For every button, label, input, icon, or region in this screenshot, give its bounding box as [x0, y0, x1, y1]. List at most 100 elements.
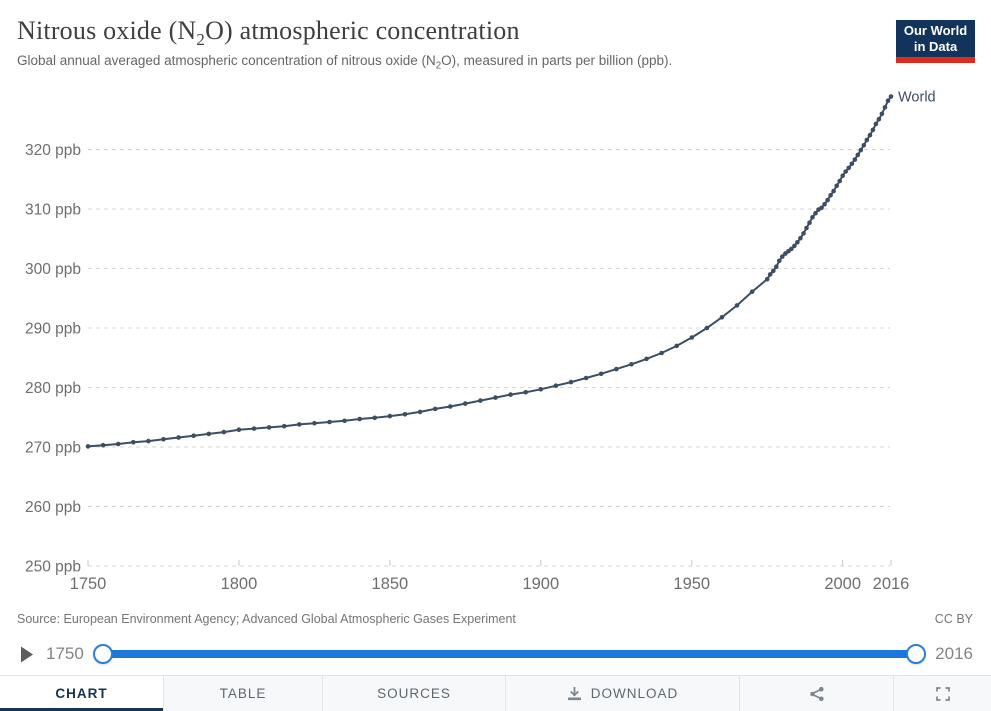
data-point	[614, 366, 619, 372]
data-point	[493, 395, 498, 400]
title-subscript: 2	[196, 30, 206, 50]
tab-sources[interactable]: SOURCES	[322, 676, 505, 711]
data-point	[402, 412, 408, 417]
y-axis-tick-label: 280 ppb	[25, 380, 81, 397]
data-point	[432, 406, 438, 412]
data-point	[251, 426, 257, 431]
data-point	[598, 371, 604, 377]
data-point	[281, 423, 287, 429]
footer-tabs: CHART TABLE SOURCES DOWNLOAD	[0, 675, 991, 711]
data-line	[87, 95, 892, 448]
share-button[interactable]	[739, 676, 893, 711]
data-point	[774, 264, 779, 270]
tab-table[interactable]: TABLE	[163, 676, 322, 711]
data-point	[674, 343, 679, 349]
x-axis-tick-label: 1900	[522, 575, 559, 593]
data-point	[463, 401, 468, 406]
data-point	[767, 272, 773, 277]
data-point	[837, 178, 842, 184]
data-point	[553, 383, 559, 389]
data-point	[85, 444, 91, 449]
data-point	[807, 220, 812, 225]
data-point	[176, 435, 181, 440]
data-point	[885, 98, 891, 103]
data-point	[801, 231, 806, 236]
data-point	[100, 442, 106, 448]
data-point	[206, 431, 212, 437]
timeline-handle-end[interactable]	[906, 644, 927, 664]
data-point	[357, 416, 363, 422]
data-point	[538, 387, 544, 392]
data-point	[266, 425, 272, 430]
data-point	[644, 356, 649, 362]
chart-plot[interactable]: 250 ppb 260 ppb 270 ppb 280 ppb 290 ppb 300 p…	[0, 0, 991, 610]
data-point	[813, 210, 818, 216]
y-axis-tick-label: 260 ppb	[25, 499, 81, 516]
data-point	[867, 132, 873, 138]
data-point	[161, 437, 166, 442]
subtitle-text-2: O), measured in parts per billion (ppb).	[441, 53, 673, 68]
data-point	[191, 433, 196, 439]
data-point	[804, 225, 809, 231]
data-point	[342, 418, 347, 424]
data-point	[297, 422, 302, 427]
data-point	[568, 379, 574, 385]
data-point	[840, 173, 845, 178]
data-point	[822, 201, 827, 207]
data-point	[764, 276, 770, 282]
data-point	[819, 205, 824, 211]
fullscreen-button[interactable]	[893, 676, 991, 711]
license-link[interactable]: CC BY	[934, 612, 973, 626]
data-point	[327, 419, 332, 425]
tab-chart-label: CHART	[55, 686, 108, 701]
timeline-slider[interactable]	[92, 644, 927, 664]
timeline-track[interactable]	[101, 650, 918, 658]
data-point	[387, 413, 393, 419]
tab-table-label: TABLE	[219, 686, 267, 701]
data-point	[780, 254, 785, 259]
x-axis-tick-label: 2016	[873, 575, 910, 593]
x-axis-tick-label: 1800	[221, 575, 258, 593]
tab-download[interactable]: DOWNLOAD	[505, 676, 739, 711]
timeline-handle-start[interactable]	[92, 644, 113, 664]
data-point	[777, 258, 782, 264]
series-end-label: World	[898, 90, 936, 106]
data-point	[629, 362, 634, 367]
data-point	[523, 390, 528, 395]
subtitle-subscript: 2	[435, 60, 442, 72]
data-point	[448, 404, 453, 409]
data-point	[583, 375, 589, 381]
y-axis-tick-label: 270 ppb	[25, 440, 81, 457]
data-point	[861, 143, 867, 148]
tab-chart[interactable]: CHART	[0, 676, 163, 711]
data-point	[372, 415, 378, 421]
y-axis-tick-label: 300 ppb	[25, 261, 81, 278]
data-point	[789, 246, 794, 252]
data-point	[798, 235, 803, 241]
data-point	[831, 188, 836, 194]
data-point	[704, 325, 710, 331]
subtitle-text-1: Global annual averaged atmospheric conce…	[17, 53, 436, 68]
data-point	[771, 268, 776, 274]
tab-download-label: DOWNLOAD	[590, 686, 679, 701]
y-axis-tick-label: 250 ppb	[25, 559, 81, 576]
play-icon	[21, 646, 33, 662]
data-point	[888, 94, 894, 99]
owid-logo[interactable]: Our World in Data	[896, 20, 975, 63]
data-point	[719, 315, 725, 320]
data-point	[855, 152, 861, 158]
title-text-1: Nitrous oxide (N	[17, 16, 197, 45]
data-point	[131, 439, 136, 445]
data-point	[417, 409, 423, 415]
data-point	[849, 161, 855, 167]
timeline-controls: 1750 2016	[20, 639, 973, 669]
chart-subtitle: Global annual averaged atmospheric conce…	[17, 53, 672, 72]
share-icon	[809, 686, 824, 701]
data-point	[146, 438, 151, 444]
data-point	[858, 147, 864, 153]
data-point	[795, 240, 800, 245]
data-point	[749, 289, 755, 295]
source-text: Source: European Environment Agency; Adv…	[17, 612, 516, 626]
fullscreen-icon	[935, 686, 950, 701]
play-button[interactable]	[20, 646, 34, 663]
